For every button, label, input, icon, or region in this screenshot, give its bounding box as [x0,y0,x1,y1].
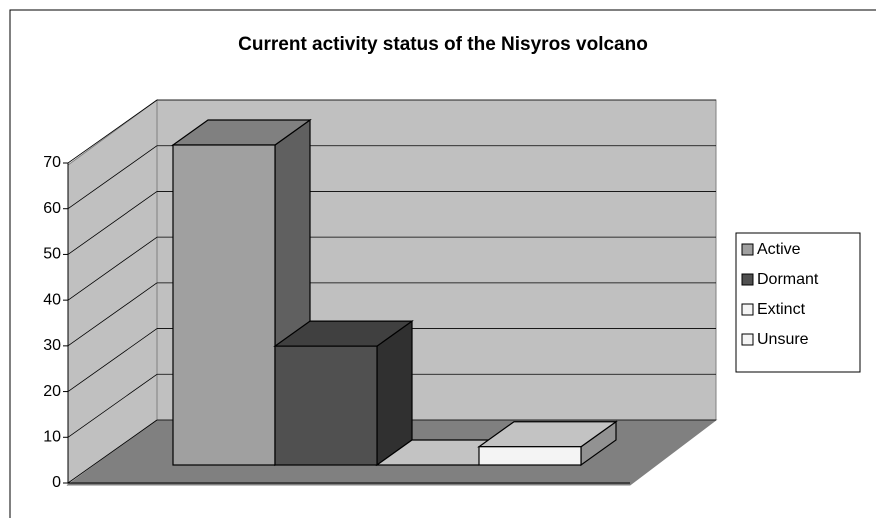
y-tick-label: 60 [43,200,61,217]
grid-line [67,328,158,392]
y-tick-label: 50 [43,246,61,263]
y-tick-label: 40 [43,291,61,308]
legend [735,232,861,373]
grid-line [67,145,158,210]
bar [274,345,378,466]
legend-swatch [741,333,754,346]
legend-label: Extinct [757,301,806,318]
legend-swatch [741,243,754,256]
legend-swatch [741,273,754,286]
legend-label: Unsure [757,331,809,348]
y-tick-label: 70 [43,154,61,171]
legend-label: Dormant [757,271,819,288]
y-tick-label: 30 [43,337,61,354]
grid-line [67,191,158,255]
legend-swatch [741,303,754,316]
bar [478,446,582,466]
bar [172,144,276,466]
grid-line [67,236,158,301]
legend-label: Active [757,241,801,258]
y-tick-label: 10 [43,429,61,446]
y-tick-label: 0 [52,474,61,491]
grid-line [67,373,158,438]
grid-line [67,282,158,347]
grid-line [67,99,158,164]
grid-line [67,419,158,484]
chart-title: Current activity status of the Nisyros v… [238,34,648,55]
y-tick-label: 20 [43,383,61,400]
